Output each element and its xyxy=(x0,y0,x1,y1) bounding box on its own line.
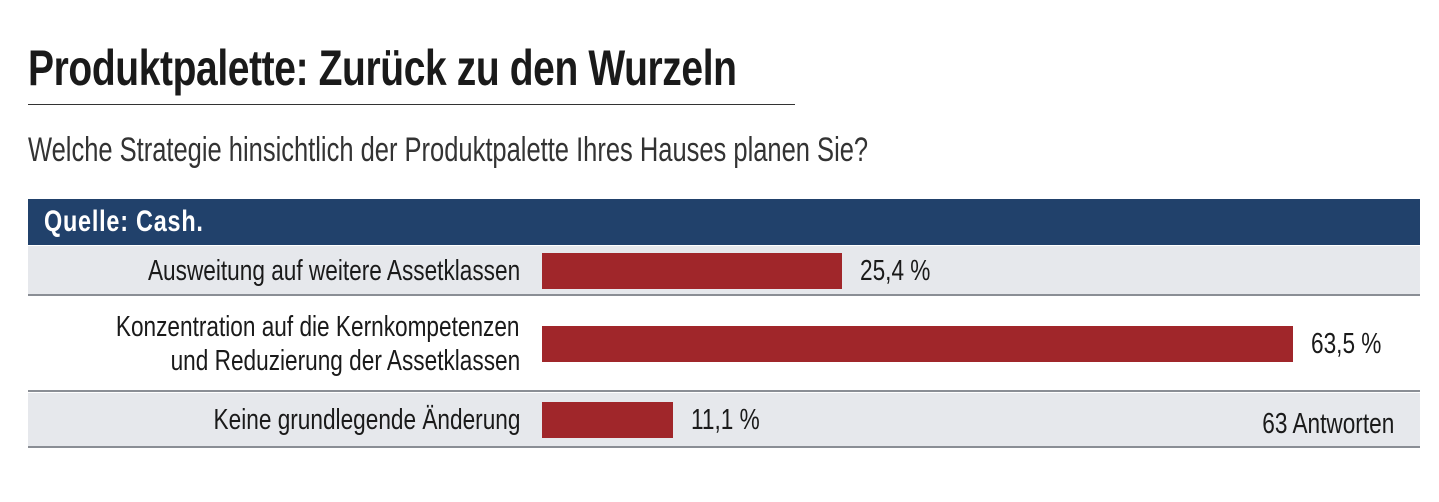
row-divider xyxy=(28,390,1420,392)
category-label: Keine grundlegende Änderung xyxy=(213,404,520,436)
bar-chart: Quelle: Cash. Ausweitung auf weitere Ass… xyxy=(28,199,1420,450)
data-bar xyxy=(542,252,842,289)
title-divider xyxy=(28,104,795,105)
value-label: 11,1 % xyxy=(691,404,760,436)
data-bar xyxy=(542,402,673,438)
row-divider xyxy=(28,294,1420,296)
source-label: Quelle: Cash. xyxy=(44,205,204,238)
category-label: und Reduzierung der Assetklassen xyxy=(170,345,520,377)
chart-row: Keine grundlegende Änderung 11,1 % 63 Antw… xyxy=(28,393,1420,447)
category-label: Ausweitung auf weitere Assetklassen xyxy=(147,254,520,287)
response-count: 63 Antworten xyxy=(1261,408,1394,440)
chart-title: Produktpalette: Zurück zu den Wurzeln xyxy=(28,40,737,96)
data-bar xyxy=(542,326,1293,362)
chart-row: Ausweitung auf weitere Assetklassen 25,4 … xyxy=(28,246,1420,295)
value-label: 63,5 % xyxy=(1311,328,1382,360)
source-header: Quelle: Cash. xyxy=(28,199,1420,245)
chart-subtitle: Welche Strategie hinsichtlich der Produk… xyxy=(28,131,869,169)
value-label: 25,4 % xyxy=(860,254,931,287)
category-label: Konzentration auf die Kernkompetenzen xyxy=(116,311,520,343)
chart-row: Konzentration auf die Kernkompetenzen und… xyxy=(28,297,1420,391)
row-divider xyxy=(28,446,1420,448)
